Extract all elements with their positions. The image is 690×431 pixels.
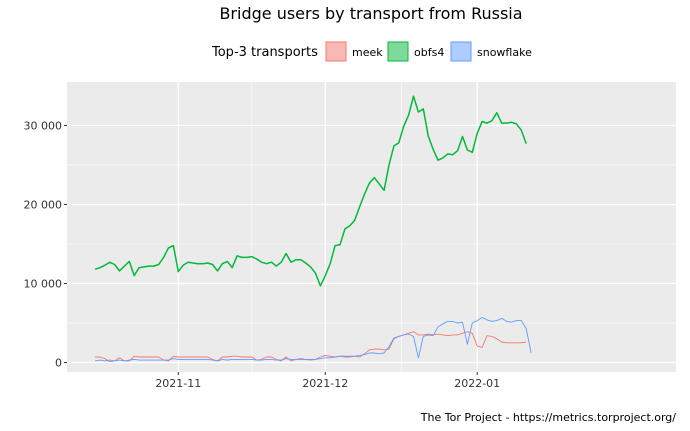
legend-key-obfs4 [387,41,409,62]
legend-item-meek: meek [325,41,383,62]
y-axis: 0 10 000 20 000 30 000 [24,119,67,370]
x-axis: 2021-11 2021-12 2022-01 [155,372,500,390]
legend-item-snowflake: snowflake [450,41,532,62]
legend-key-meek [325,41,347,62]
grid-lines [67,82,676,372]
legend: Top-3 transports meek obfs4 snowflake [211,41,532,62]
x-tick-label: 2021-12 [302,377,348,390]
legend-label-obfs4: obfs4 [414,46,444,59]
x-tick-label: 2021-11 [155,377,201,390]
series-line-obfs4 [94,95,527,287]
chart-caption: The Tor Project - https://metrics.torpro… [420,411,677,424]
series-line-snowflake [94,317,532,362]
legend-label-snowflake: snowflake [477,46,532,59]
plot-panel [67,82,676,372]
y-tick-label: 30 000 [24,119,63,132]
series-line-meek [95,331,527,363]
y-tick-label: 0 [55,357,62,370]
chart-title: Bridge users by transport from Russia [219,4,522,23]
legend-label-meek: meek [352,46,383,59]
y-tick-label: 20 000 [24,198,63,211]
legend-title: Top-3 transports [211,45,318,60]
x-tick-label: 2022-01 [454,377,500,390]
legend-key-snowflake [450,41,472,62]
series-lines [94,95,532,363]
legend-item-obfs4: obfs4 [387,41,444,62]
y-tick-label: 10 000 [24,277,63,290]
